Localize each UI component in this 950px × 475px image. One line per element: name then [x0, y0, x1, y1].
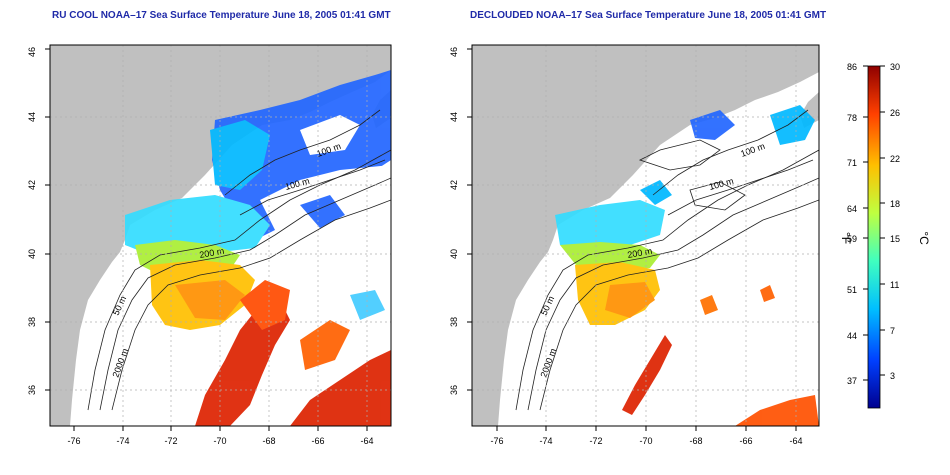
right-sst-field	[555, 105, 819, 426]
right-grid	[472, 45, 819, 426]
left-x-tick: -76	[67, 436, 80, 446]
left-map-title: RU COOL NOAA–17 Sea Surface Temperature …	[52, 10, 391, 21]
right-y-tick: 42	[449, 180, 459, 190]
left-y-tick: 36	[27, 385, 37, 395]
left-y-tick: 42	[27, 180, 37, 190]
left-y-tick: 40	[27, 249, 37, 259]
left-x-tick: -68	[262, 436, 275, 446]
colorbar-c-tick: 22	[890, 154, 900, 164]
left-land	[50, 45, 391, 426]
left-x-axis: -76 -74 -72 -70 -68 -66 -64	[67, 426, 374, 446]
left-x-tick: -66	[311, 436, 324, 446]
right-contour-200m: 200 m	[627, 246, 653, 260]
left-y-axis: 36 38 40 42 44 46	[27, 47, 50, 395]
right-y-tick: 38	[449, 317, 459, 327]
colorbar-c-tick: 26	[890, 108, 900, 118]
colorbar-c-tick: 3	[890, 371, 895, 381]
right-x-tick: -70	[639, 436, 652, 446]
right-y-tick: 44	[449, 112, 459, 122]
colorbar-c-tick: 15	[890, 234, 900, 244]
left-x-tick: -64	[360, 436, 373, 446]
right-y-tick: 46	[449, 47, 459, 57]
left-y-tick: 46	[27, 47, 37, 57]
colorbar-f-tick: 44	[847, 331, 857, 341]
left-y-tick: 38	[27, 317, 37, 327]
right-y-tick: 40	[449, 249, 459, 259]
right-x-tick: -74	[539, 436, 552, 446]
colorbar-f-tick: 51	[847, 285, 857, 295]
right-map-title: DECLOUDED NOAA–17 Sea Surface Temperatur…	[470, 10, 827, 21]
right-y-tick: 36	[449, 385, 459, 395]
right-x-tick: -64	[789, 436, 802, 446]
right-x-axis: -76 -74 -72 -70 -68 -66 -64	[490, 426, 803, 446]
right-x-tick: -66	[739, 436, 752, 446]
colorbar-c-tick: 18	[890, 199, 900, 209]
colorbar-f-tick: 86	[847, 62, 857, 72]
left-grid	[50, 45, 391, 426]
left-contour-200m: 200 m	[199, 246, 225, 260]
colorbar-f-tick: 37	[847, 376, 857, 386]
right-x-tick: -72	[589, 436, 602, 446]
colorbar-f-tick: 64	[847, 204, 857, 214]
right-x-tick: -68	[689, 436, 702, 446]
left-x-tick: -72	[164, 436, 177, 446]
left-map: 50 m 100 m 100 m 200 m 2000 m	[49, 44, 392, 427]
colorbar-c-tick: 30	[890, 62, 900, 72]
left-x-tick: -70	[213, 436, 226, 446]
colorbar-f-tick: 78	[847, 113, 857, 123]
right-x-tick: -76	[490, 436, 503, 446]
right-y-axis: 36 38 40 42 44 46	[449, 47, 472, 395]
colorbar-c-tick: 11	[890, 280, 899, 290]
colorbar-fahrenheit-label: °F	[839, 232, 853, 244]
colorbar: 86 78 71 64 59 51 44 37 30 26 22 18 15 1…	[839, 62, 931, 409]
colorbar-gradient	[867, 65, 881, 409]
left-y-tick: 44	[27, 112, 37, 122]
colorbar-celsius-label: °C	[917, 231, 931, 245]
left-x-tick: -74	[116, 436, 129, 446]
colorbar-f-tick: 71	[847, 158, 857, 168]
colorbar-f-tick: 59	[847, 234, 857, 244]
colorbar-c-tick: 7	[890, 326, 895, 336]
right-map: 50 m 100 m 100 m 200 m 2000 m	[471, 44, 820, 427]
right-land	[472, 45, 819, 426]
